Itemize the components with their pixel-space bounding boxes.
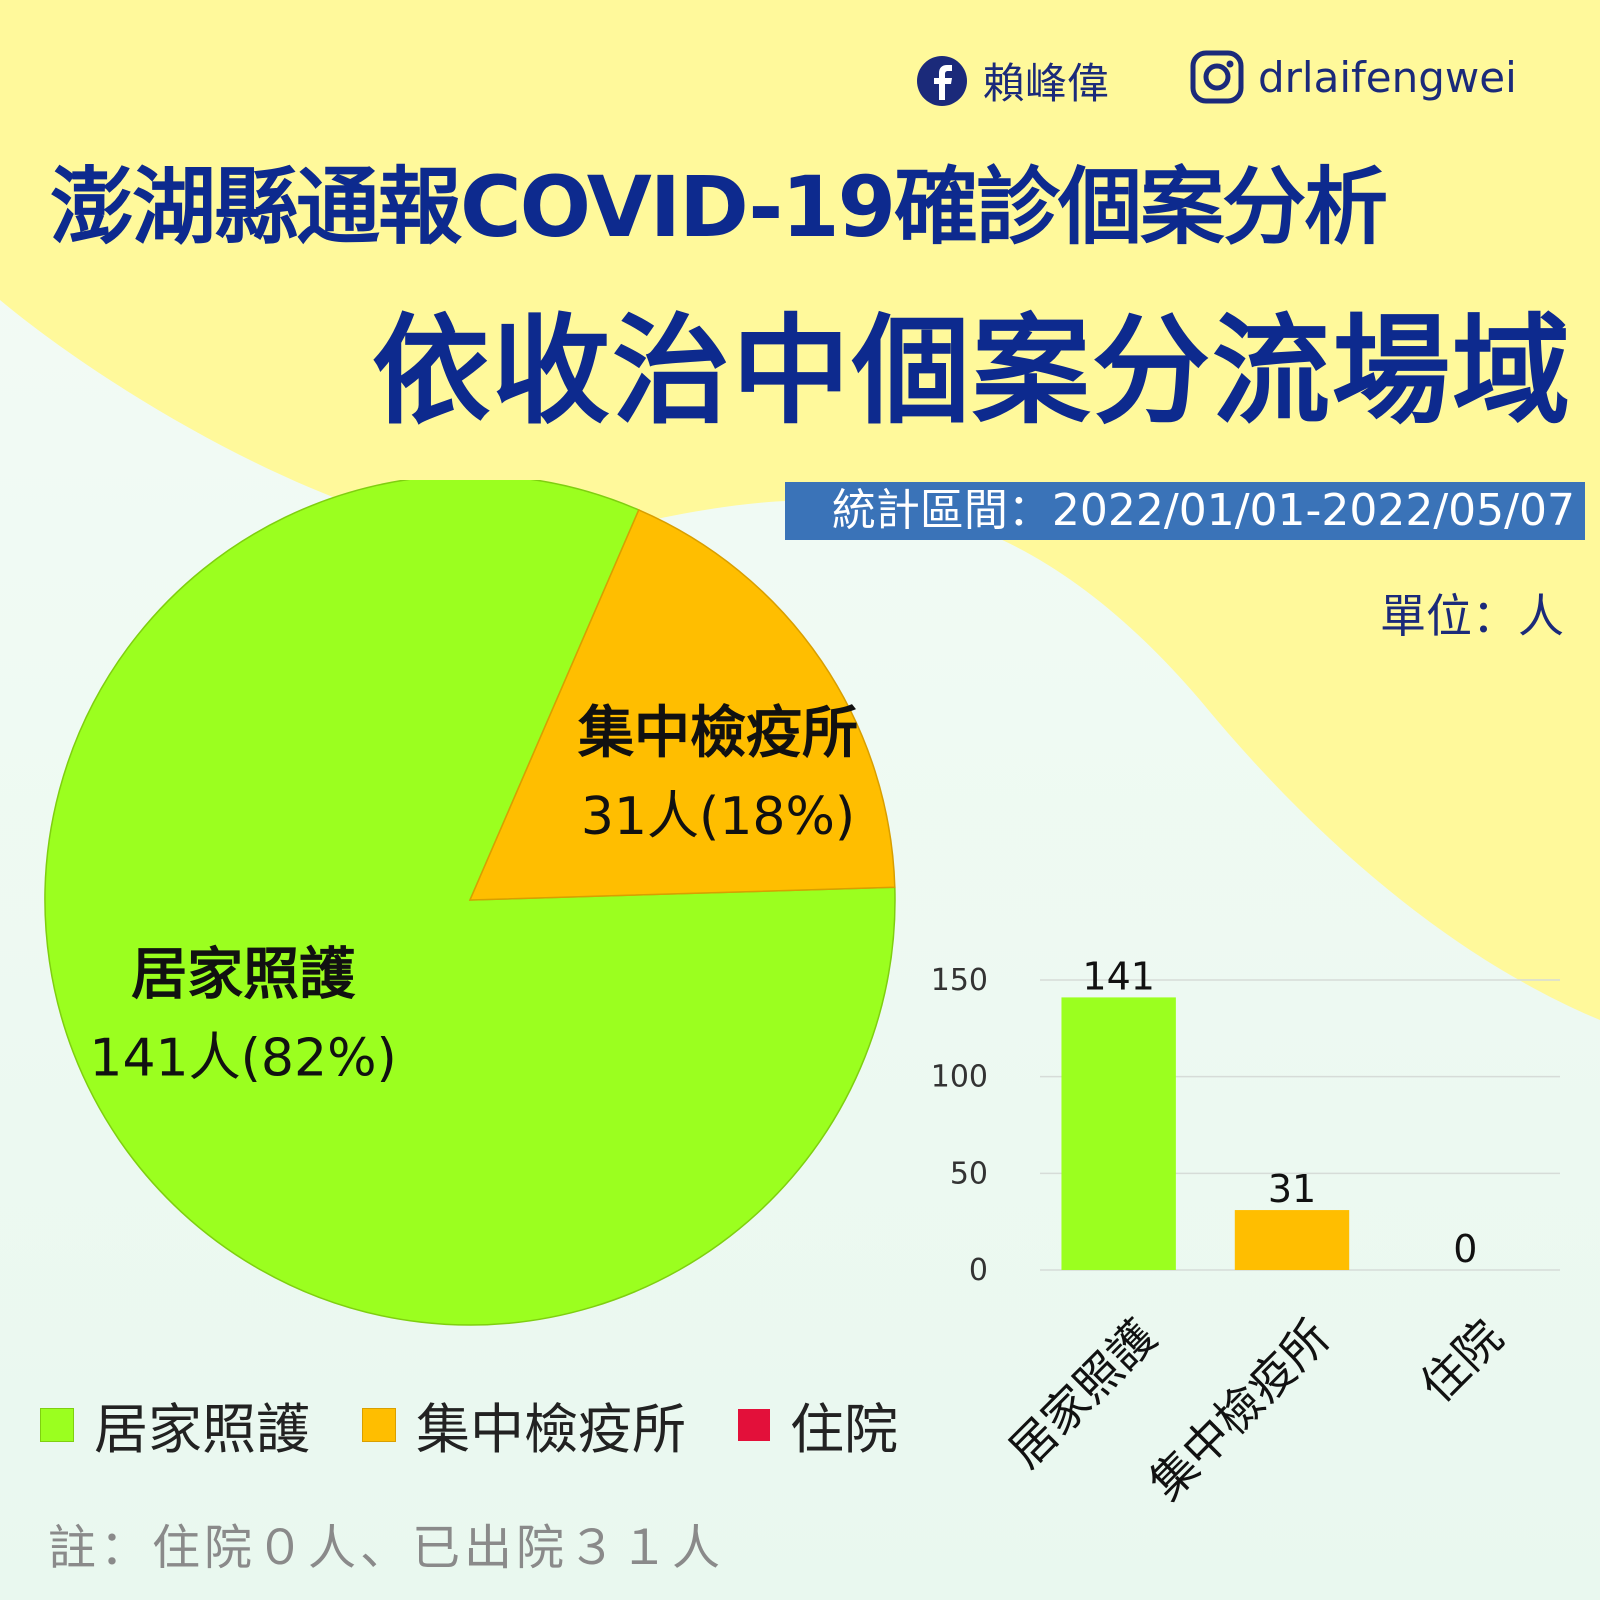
bar-value-label: 0 <box>1453 1227 1477 1271</box>
legend-label: 居家照護 <box>94 1398 310 1461</box>
x-category-label: 住院 <box>1410 1310 1513 1413</box>
facebook-name: 賴峰偉 <box>983 59 1110 108</box>
facebook-account[interactable]: 賴峰偉 <box>915 50 1109 111</box>
legend-swatch-hospital <box>738 1408 770 1441</box>
pie-slice-label: 居家照護 <box>131 943 356 1008</box>
pie-legend: 居家照護 集中檢疫所 住院 <box>40 1385 950 1464</box>
y-tick-label: 50 <box>950 1156 988 1191</box>
instagram-account[interactable]: drlaifengwei <box>1190 50 1517 104</box>
legend-item-quarantine: 集中檢疫所 <box>362 1385 686 1464</box>
instagram-handle: drlaifengwei <box>1258 52 1517 102</box>
bar-1 <box>1234 1210 1350 1270</box>
pie-slice-home <box>44 480 896 1326</box>
legend-label: 集中檢疫所 <box>416 1398 686 1461</box>
bar-value-label: 141 <box>1082 954 1155 998</box>
pie-slice-value: 141人(82%) <box>89 1029 396 1089</box>
y-tick-label: 100 <box>931 1060 988 1095</box>
facebook-icon <box>917 55 967 106</box>
legend-label: 住院 <box>790 1398 898 1461</box>
main-title: 澎湖縣通報COVID-19確診個案分析 <box>50 158 1388 256</box>
x-category-label: 集中檢疫所 <box>1139 1310 1340 1510</box>
pie-slice-value: 31人(18%) <box>581 787 855 847</box>
period-banner: 統計區間：2022/01/01-2022/05/07 <box>785 482 1585 540</box>
y-tick-label: 150 <box>931 963 988 998</box>
legend-item-home: 居家照護 <box>40 1385 310 1464</box>
legend-swatch-home <box>40 1407 74 1442</box>
pie-slice-label: 集中檢疫所 <box>577 701 858 766</box>
y-tick-label: 0 <box>969 1253 988 1288</box>
pie-chart: 居家照護 141人(82%) 集中檢疫所 31人(18%) <box>44 480 896 1326</box>
x-category-label: 居家照護 <box>998 1310 1166 1478</box>
footnote: 註：住院０人、已出院３１人 <box>48 1520 725 1576</box>
sub-title: 依收治中個案分流場域 <box>371 302 1572 440</box>
bar-value-label: 31 <box>1268 1167 1316 1211</box>
legend-item-hospital: 住院 <box>738 1385 898 1464</box>
legend-swatch-quarantine <box>362 1407 396 1442</box>
unit-label: 單位：人 <box>1380 589 1564 643</box>
pie-slice-quarantine <box>468 508 896 901</box>
bar-0 <box>1061 997 1176 1270</box>
instagram-icon <box>1190 50 1244 104</box>
